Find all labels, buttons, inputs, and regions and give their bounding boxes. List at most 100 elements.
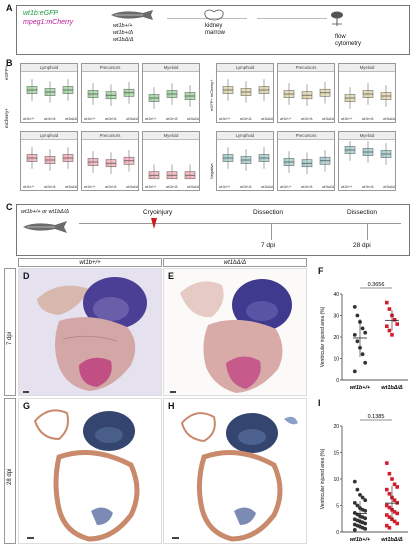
data-point-mut [392,482,397,487]
data-point-mut [395,521,399,526]
x-category-label: wt1bΔ/Δ [381,537,403,543]
x-tick-label: wt1b+/+ [219,117,231,121]
x-tick-label: wt1bΔ/Δ [65,117,77,121]
boxplot-point [89,160,91,162]
boxplot-point [242,90,244,92]
boxplot-point [64,156,66,158]
facet-x-ticks: wt1b+/+ wt1b+/Δ wt1bΔ/Δ [84,185,138,189]
facet-x-ticks: wt1b+/+ wt1b+/Δ wt1bΔ/Δ [145,185,199,189]
flow-cytometer-icon [331,11,343,26]
cryoinjury-label: Cryoinjury [143,209,173,216]
boxplot-point [150,171,152,173]
data-point-wt [355,503,360,508]
boxplot-point [89,158,91,160]
boxplot-point [150,94,152,96]
row-label-mcherry: mCherry+ [4,108,9,128]
boxplot-point [150,176,152,178]
boxplot-point [260,88,262,90]
facet-x-ticks: wt1b+/+ wt1b+/Δ wt1bΔ/Δ [84,117,138,121]
cryoinjury-needle-icon [151,218,157,229]
scale-bar-d [23,391,29,393]
boxplot-point [107,161,109,163]
arrow-line-1 [167,18,247,19]
facet-x-ticks: wt1b+/+ wt1b+/Δ wt1bΔ/Δ [341,185,395,189]
histology-d: D [18,268,162,396]
col-header-mut: wt1bΔ/Δ [163,258,307,267]
y-tick-label: 10 [333,356,339,362]
boxplot-point [28,91,30,93]
data-point-mut [390,477,394,481]
row-header-7dpi-box: 7 dpi [4,268,16,396]
x-tick-label: wt1b+/+ [280,185,292,189]
boxplot-point [364,153,366,155]
boxplot-area [26,147,74,171]
data-point-wt [352,369,357,374]
y-tick-label: 10 [333,477,339,483]
boxplot-point [382,150,384,152]
row-header-28dpi: 28 dpi [7,468,13,485]
boxplot-point [168,90,170,92]
data-point-mut [387,525,392,530]
boxplot-point [46,158,48,160]
x-tick-label: wt1bΔ/Δ [322,117,334,121]
boxplot-point [186,176,188,178]
x-tick-label: wt1b+/+ [145,185,157,189]
zebrafish-icon [111,10,153,20]
facet-right-1-2: Myeloid wt1b+/+ wt1b+/Δ wt1bΔ/Δ [338,131,396,191]
boxplot-point [364,92,366,94]
facet-title: Myeloid [339,132,395,140]
boxplot-point [64,159,66,161]
boxplot-area [344,141,392,165]
facet-left-0-0: Lymphoid wt1b+/+ wt1b+/Δ wt1bΔ/Δ [20,63,78,123]
data-point-mut [387,471,392,476]
data-point-mut [385,513,389,517]
boxplot-point [224,86,226,88]
boxplot-point [285,95,287,97]
flow-label: flow cytometry [335,34,362,47]
data-point-mut [392,318,397,322]
data-point-wt [363,526,368,531]
data-point-wt [352,479,357,484]
data-point-mut [387,515,392,519]
boxplot-point [382,155,384,157]
heart-section-e [180,279,292,393]
data-point-mut [385,523,389,528]
facet-x-ticks: wt1b+/+ wt1b+/Δ wt1bΔ/Δ [219,117,273,121]
facet-left-1-0: Lymphoid wt1b+/+ wt1b+/Δ wt1bΔ/Δ [20,131,78,191]
boxplot-point [125,94,127,96]
data-point-wt [360,495,365,500]
boxplot-point [346,148,348,150]
boxplot-point [224,91,226,93]
boxplot-point [107,93,109,95]
boxplot-point [224,88,226,90]
data-point-wt [363,330,368,335]
boxplot-point [89,90,91,92]
boxplot-point [168,171,170,173]
boxplot-point [64,88,66,90]
facet-title: Precursors [278,132,334,140]
data-point-mut [385,503,389,508]
y-tick-label: 0 [336,530,339,536]
boxplot-point [28,88,30,90]
panel-a-box: wt1b:eGFP mpeg1:mCherry wt1b+/+ wt1b+/Δ … [16,5,410,55]
boxplot-point [28,156,30,158]
boxplot-point [89,163,91,165]
data-point-wt [355,487,360,492]
boxplot-area [344,83,392,109]
data-point-wt [363,516,368,521]
arrow-line-2 [257,18,327,19]
boxplot-point [303,93,305,95]
x-tick-label: wt1b+/Δ [300,185,313,189]
boxplot-point [303,159,305,161]
data-point-wt [363,521,368,526]
boxplot-point [186,92,188,94]
x-tick-label: wt1bΔ/Δ [383,185,395,189]
boxplot-point [321,157,323,159]
x-tick-label: wt1b+/Δ [361,117,374,121]
x-tick-label: wt1b+/Δ [239,117,252,121]
x-tick-label: wt1bΔ/Δ [261,185,273,189]
facet-x-ticks: wt1b+/+ wt1b+/Δ wt1bΔ/Δ [280,117,334,121]
boxplot-point [364,150,366,152]
boxplot-point [150,173,152,175]
genotype-hom: wt1bΔ/Δ [113,37,134,43]
